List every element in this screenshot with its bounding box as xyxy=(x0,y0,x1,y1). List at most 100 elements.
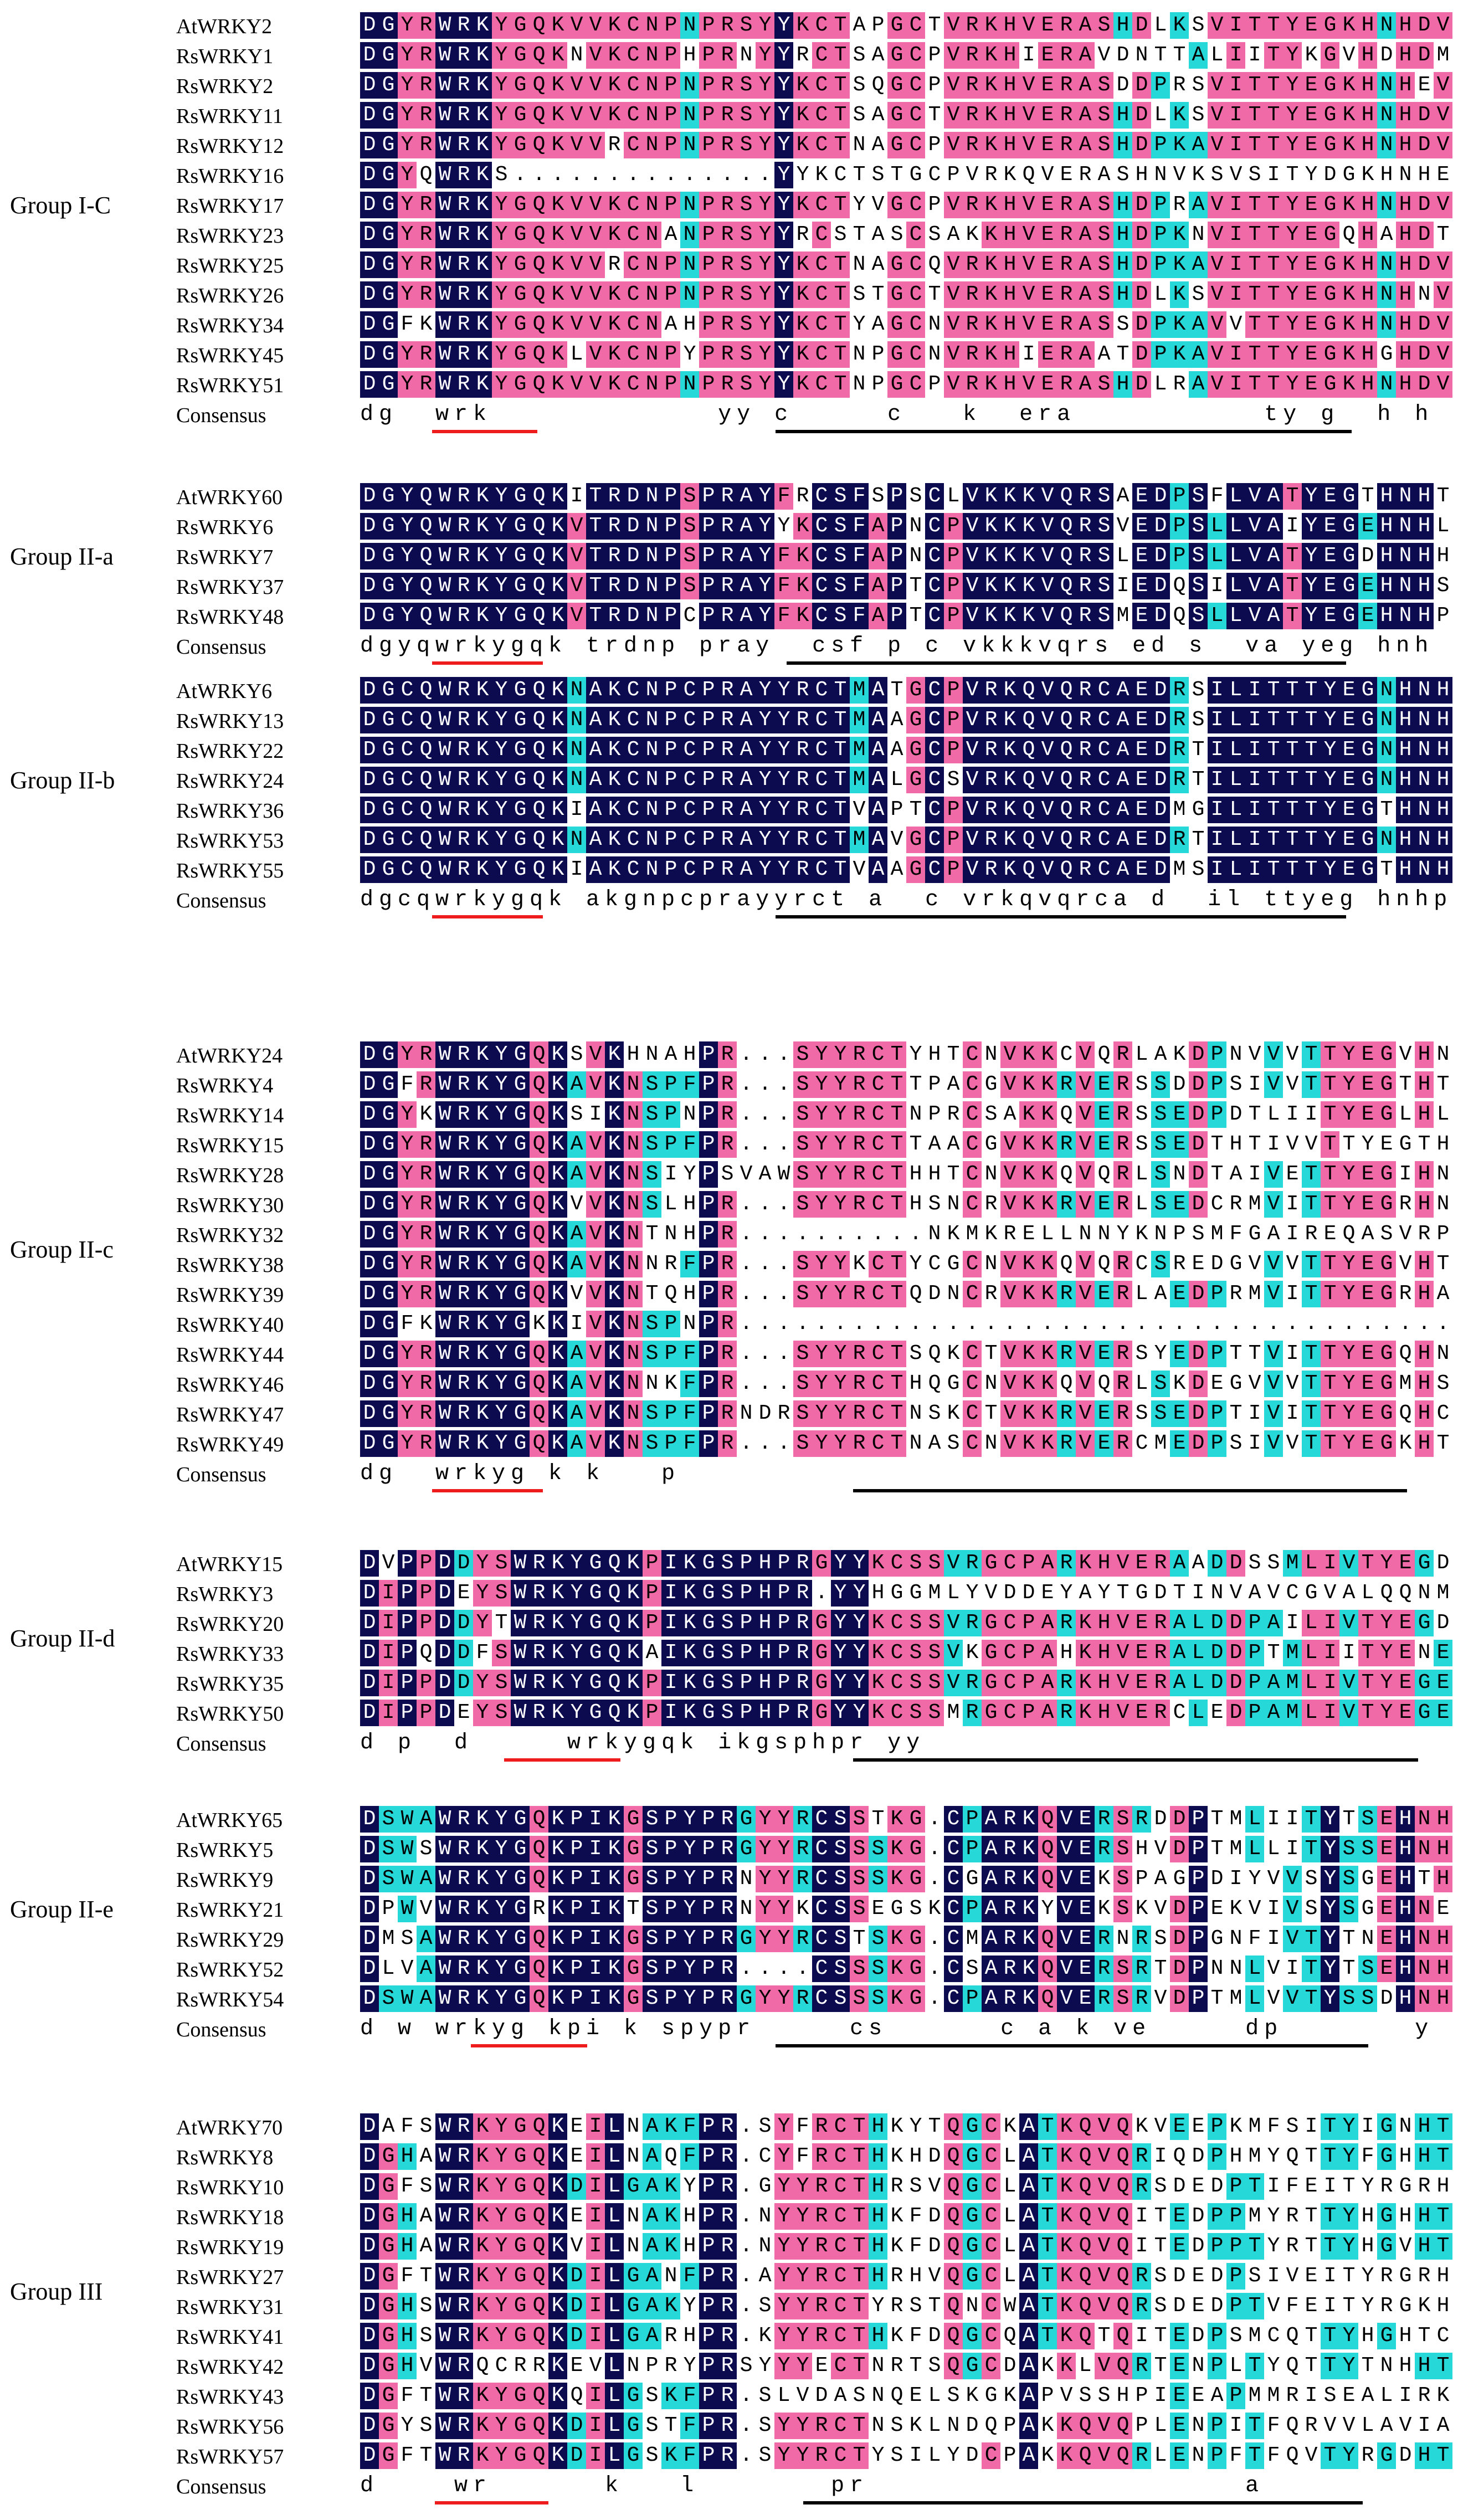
residue-cell: R xyxy=(454,1926,473,1952)
residue-cell: Y xyxy=(398,513,417,540)
residue-cell: V xyxy=(586,252,605,278)
residue-cell: K xyxy=(605,42,624,69)
residue-cell: H xyxy=(1396,1956,1415,1982)
residue-cell: P xyxy=(398,1580,417,1607)
residue-cell: Y xyxy=(774,1896,793,1922)
residue-cell: P xyxy=(661,1926,680,1952)
residue-cell: R xyxy=(1057,192,1076,218)
residue-cell: D xyxy=(360,2323,379,2349)
residue-cell: E xyxy=(1377,1926,1396,1952)
residue-cell: P xyxy=(699,513,718,540)
residue-cell: N xyxy=(624,1400,643,1427)
residue-cell: F xyxy=(401,2444,414,2467)
residue-cell: T xyxy=(1283,573,1302,599)
residue-cell: G xyxy=(963,2323,982,2349)
residue-cell: K xyxy=(793,603,812,629)
residue-cell: G xyxy=(1135,1581,1148,1605)
residue-cell: Q xyxy=(417,677,435,704)
residue-cell: T xyxy=(853,223,866,247)
residue-cell: Y xyxy=(492,707,511,733)
residue-cell: Q xyxy=(530,72,548,99)
residue-cell: D xyxy=(567,2173,586,2200)
residue-cell: D xyxy=(1003,2354,1017,2378)
residue-cell: H xyxy=(1396,341,1415,368)
residue-cell: P xyxy=(890,798,903,822)
residue-cell: Y xyxy=(793,2173,812,2200)
residue-cell: T xyxy=(1358,1610,1377,1636)
residue-cell: H xyxy=(756,1580,774,1607)
residue-cell: R xyxy=(454,573,473,599)
residue-cell: . xyxy=(740,2234,753,2258)
residue-cell: H xyxy=(1415,2442,1434,2469)
residue-cell: V xyxy=(963,856,982,883)
residue-cell: K xyxy=(966,223,979,247)
residue-cell: A xyxy=(1189,252,1208,278)
residue-cell: T xyxy=(887,1281,906,1307)
residue-cell: E xyxy=(1377,1836,1396,1862)
residue-cell: E xyxy=(1302,281,1321,308)
residue-cell: K xyxy=(1038,1281,1057,1307)
residue-cell: . xyxy=(853,1222,866,1246)
residue-cell: T xyxy=(1154,1957,1167,1980)
residue-cell: N xyxy=(853,133,866,157)
residue-cell: I xyxy=(909,2444,922,2467)
residue-cell: R xyxy=(454,1281,473,1307)
residue-cell: K xyxy=(1057,2323,1076,2349)
residue-cell: . xyxy=(721,163,734,187)
consensus-sequence: d w wrkyg kpi k spypr cs c a k ve dp y xyxy=(360,2016,1453,2041)
residue-cell: Y xyxy=(1321,797,1339,823)
residue-cell: K xyxy=(793,12,812,39)
residue-cell: R xyxy=(454,2353,473,2379)
residue-cell: G xyxy=(511,1251,530,1277)
residue-cell: V xyxy=(586,12,605,39)
residue-cell: E xyxy=(1396,1640,1415,1666)
residue-cell: G xyxy=(511,1400,530,1427)
residue-cell: Q xyxy=(530,797,548,823)
residue-cell: N xyxy=(1097,1222,1111,1246)
residue-cell: P xyxy=(774,1670,793,1696)
residue-cell: E xyxy=(1302,192,1321,218)
residue-cell: I xyxy=(1321,1640,1339,1666)
residue-cell: C xyxy=(624,222,643,248)
residue-cell: T xyxy=(1038,2233,1057,2260)
residue-cell: V xyxy=(1264,1281,1283,1307)
residue-cell: A xyxy=(982,1926,1000,1952)
residue-cell: G xyxy=(906,1956,925,1982)
residue-cell: G xyxy=(1339,573,1358,599)
residue-cell: K xyxy=(1339,192,1358,218)
residue-cell: N xyxy=(643,603,661,629)
residue-cell: E xyxy=(1396,1700,1415,1726)
residue-cell: K xyxy=(793,543,812,569)
residue-cell: R xyxy=(850,1071,869,1098)
residue-cell: V xyxy=(1095,2442,1113,2469)
residue-cell: S xyxy=(909,1342,922,1366)
residue-cell: V xyxy=(944,252,963,278)
residue-cell: T xyxy=(1283,737,1302,763)
residue-cell: P xyxy=(1170,543,1189,569)
residue-cell: H xyxy=(398,2203,417,2230)
residue-cell: H xyxy=(1358,132,1377,158)
residue-cell: N xyxy=(871,2384,885,2408)
residue-cell: T xyxy=(1358,1550,1377,1577)
residue-cell: T xyxy=(1302,1836,1321,1862)
residue-cell: Y xyxy=(774,707,793,733)
residue-cell: V xyxy=(1305,1132,1318,1156)
residue-cell: Y xyxy=(1377,1640,1396,1666)
residue-cell: D xyxy=(1192,2204,1205,2228)
residue-cell: R xyxy=(454,2113,473,2140)
residue-cell: A xyxy=(1380,2414,1393,2437)
residue-cell: G xyxy=(511,2143,530,2170)
residue-cell: N xyxy=(643,543,661,569)
residue-cell: A xyxy=(1019,2263,1038,2290)
sequence-name: RsWRKY21 xyxy=(176,1898,284,1922)
residue-cell: Q xyxy=(530,2203,548,2230)
residue-cell: P xyxy=(661,573,680,599)
residue-cell: G xyxy=(379,192,398,218)
residue-cell: . xyxy=(1135,1312,1148,1336)
residue-cell: N xyxy=(624,1430,643,1457)
residue-cell: A xyxy=(1361,2384,1374,2408)
residue-cell: Y xyxy=(774,2263,793,2290)
